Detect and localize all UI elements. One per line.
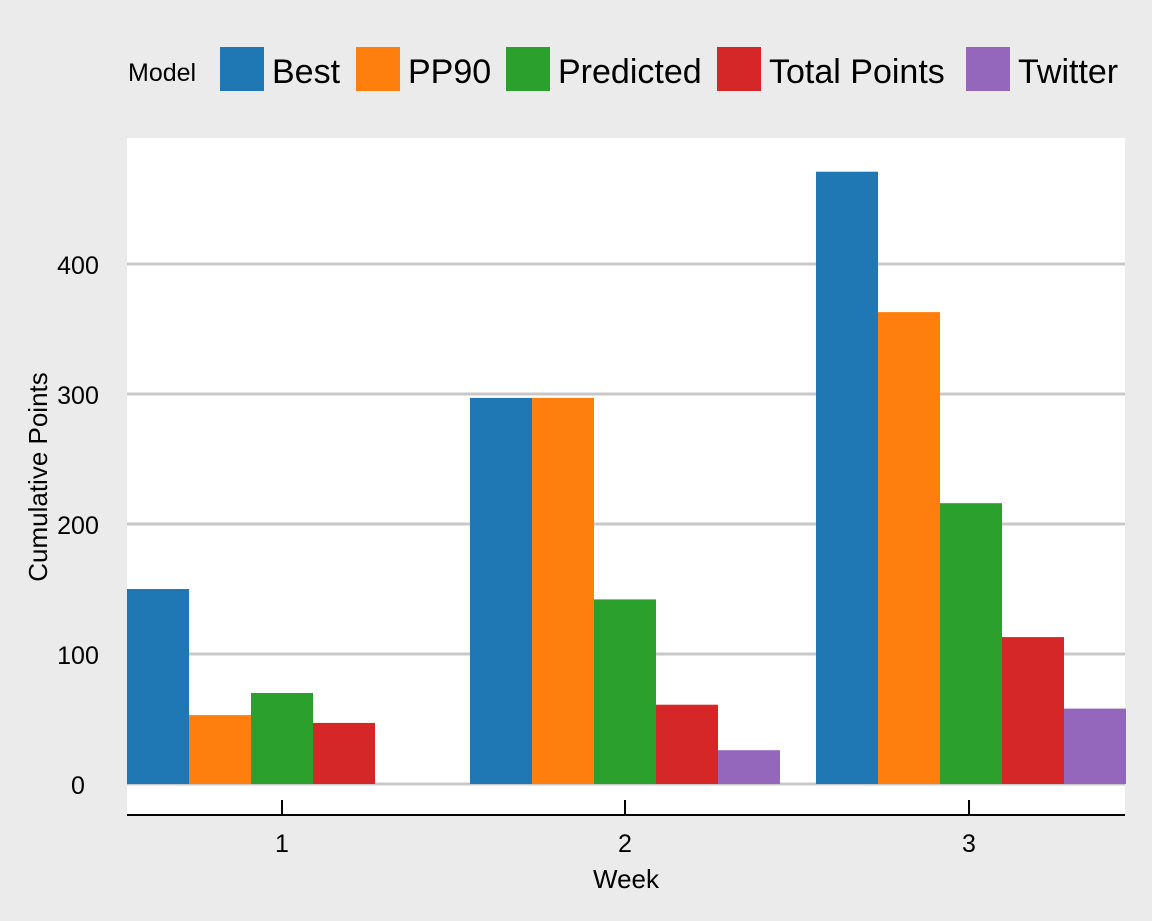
y-axis: 0 100 200 300 400 — [57, 252, 99, 800]
bar-total-points — [656, 704, 718, 784]
y-tick-label: 0 — [71, 772, 85, 800]
legend-label: Twitter — [1018, 53, 1118, 91]
x-axis: 1 2 3 — [127, 800, 1125, 858]
y-axis-title: Cumulative Points — [23, 372, 53, 582]
bar-pp90 — [189, 715, 251, 784]
legend-label: Best — [272, 53, 341, 91]
bar-best — [470, 397, 532, 784]
y-tick-label: 300 — [57, 382, 99, 410]
bar-total-points — [1002, 637, 1064, 784]
y-tick-label: 400 — [57, 252, 99, 280]
bar-best — [816, 171, 878, 784]
bar-predicted — [251, 693, 313, 784]
bar-predicted — [940, 503, 1002, 784]
bar-predicted — [594, 599, 656, 784]
legend-swatch — [717, 47, 761, 91]
legend-swatch — [220, 47, 264, 91]
bar-pp90 — [878, 312, 940, 784]
bar-twitter — [1064, 708, 1126, 784]
legend: Model Best PP90 Predicted Total Points Twitt… — [128, 47, 1118, 91]
legend-label: PP90 — [408, 53, 491, 91]
x-tick-label: 1 — [275, 830, 289, 858]
legend-label: Predicted — [558, 53, 702, 91]
legend-swatch — [506, 47, 550, 91]
x-tick-label: 3 — [962, 830, 976, 858]
bar-pp90 — [532, 397, 594, 784]
bar-twitter — [718, 750, 780, 784]
legend-label: Total Points — [769, 53, 945, 91]
legend-swatch — [966, 47, 1010, 91]
x-tick-label: 2 — [618, 830, 632, 858]
bar-total-points — [313, 722, 375, 784]
legend-title: Model — [128, 59, 196, 87]
bars — [127, 171, 1126, 784]
legend-swatch — [356, 47, 400, 91]
y-tick-label: 200 — [57, 512, 99, 540]
x-axis-title: Week — [593, 864, 660, 894]
bar-best — [127, 589, 189, 784]
y-tick-label: 100 — [57, 642, 99, 670]
